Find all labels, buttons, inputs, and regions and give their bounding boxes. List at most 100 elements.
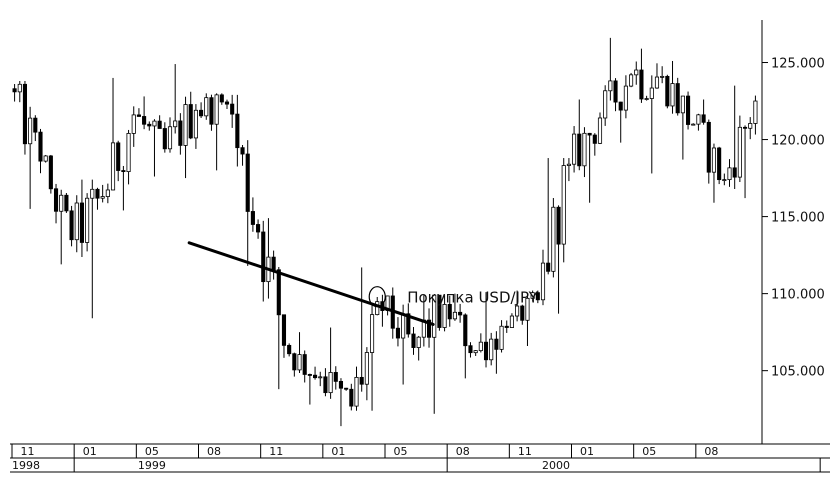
- candle: [463, 313, 468, 379]
- candle-body: [686, 95, 691, 125]
- candle-body: [85, 197, 90, 243]
- candle: [566, 158, 571, 182]
- candle-body: [680, 95, 685, 114]
- candle: [442, 295, 447, 332]
- candle-body: [665, 75, 670, 107]
- candle: [499, 320, 504, 353]
- candle-body: [369, 314, 375, 353]
- candle-body: [452, 311, 457, 320]
- candle-body: [235, 113, 240, 149]
- candle: [167, 117, 173, 153]
- candle-body: [276, 269, 281, 316]
- candle-body: [261, 231, 266, 283]
- candle-body: [318, 376, 323, 379]
- candle-body: [572, 133, 577, 165]
- candle-body: [504, 325, 509, 328]
- trendline: [187, 241, 435, 326]
- candle: [722, 173, 727, 186]
- candle-body: [126, 133, 131, 173]
- x-month-label: 11: [518, 445, 532, 458]
- candle: [214, 93, 219, 171]
- candle: [281, 314, 287, 358]
- candle: [665, 74, 670, 109]
- candle: [256, 219, 261, 239]
- x-month-label: 05: [642, 445, 656, 458]
- x-month-label: 01: [331, 445, 345, 458]
- candle: [587, 132, 592, 203]
- candle: [551, 198, 556, 278]
- candle: [711, 143, 717, 203]
- candle: [79, 179, 84, 257]
- candle: [432, 294, 437, 414]
- candle-body: [561, 165, 566, 245]
- candle-body: [48, 155, 53, 190]
- candle-body: [74, 202, 79, 241]
- candle: [287, 343, 292, 357]
- candle: [473, 350, 478, 356]
- candle-body: [592, 134, 597, 144]
- candle: [639, 48, 644, 103]
- candle-body: [701, 114, 706, 123]
- candle-body: [706, 121, 711, 173]
- candle: [452, 293, 457, 321]
- candle: [266, 218, 271, 299]
- candle: [675, 77, 680, 116]
- candle-body: [577, 133, 582, 167]
- candle-body: [162, 128, 167, 150]
- candle-body: [224, 101, 230, 105]
- candle: [515, 290, 520, 322]
- candle-body: [489, 338, 494, 361]
- candle-body: [349, 388, 354, 407]
- y-tick-label: 110.000: [771, 288, 825, 303]
- y-axis: 105.000 110.000 115.000 120.000 125.000: [761, 20, 825, 444]
- candle-body: [597, 117, 603, 144]
- candle: [406, 303, 411, 338]
- candle-body: [717, 147, 722, 181]
- candle: [458, 303, 463, 323]
- candle: [271, 250, 276, 280]
- x-month-label: 05: [145, 445, 159, 458]
- candle-body: [603, 90, 608, 119]
- candle: [509, 313, 514, 328]
- candle: [43, 154, 48, 163]
- candle-body: [395, 327, 401, 339]
- candle: [240, 144, 245, 166]
- candle: [525, 295, 530, 347]
- candle: [121, 165, 126, 211]
- candle: [209, 94, 214, 131]
- candle: [629, 72, 634, 88]
- candle: [12, 84, 17, 102]
- candle: [401, 304, 406, 385]
- candle: [338, 378, 344, 427]
- candle: [90, 179, 95, 319]
- candle: [53, 183, 59, 224]
- candle-body: [540, 262, 546, 301]
- candle: [437, 294, 442, 331]
- candle: [411, 327, 416, 355]
- candle: [592, 133, 597, 156]
- candle: [344, 387, 349, 391]
- candle: [230, 94, 235, 128]
- candle-body: [551, 206, 556, 272]
- candle: [59, 189, 64, 265]
- candle-body: [546, 262, 551, 272]
- candle-body: [416, 336, 421, 348]
- candle-body: [136, 114, 141, 117]
- candle-body: [333, 372, 338, 382]
- candle-body: [375, 301, 380, 316]
- candle-body: [437, 294, 442, 328]
- buy-annotation-label: Покупка USD/JPY: [407, 289, 538, 307]
- x-month-label: 08: [207, 445, 221, 458]
- candle-body: [33, 117, 38, 133]
- candle-body: [737, 126, 742, 178]
- candle-body: [131, 114, 136, 134]
- x-axis: 1101050811010508110105081998199920002001: [10, 443, 830, 473]
- candle-body: [566, 163, 571, 166]
- candle: [634, 61, 639, 85]
- candle: [359, 267, 364, 392]
- candle: [224, 99, 230, 110]
- candle-body: [711, 147, 717, 173]
- candle-body: [660, 75, 665, 78]
- candle-body: [204, 97, 209, 117]
